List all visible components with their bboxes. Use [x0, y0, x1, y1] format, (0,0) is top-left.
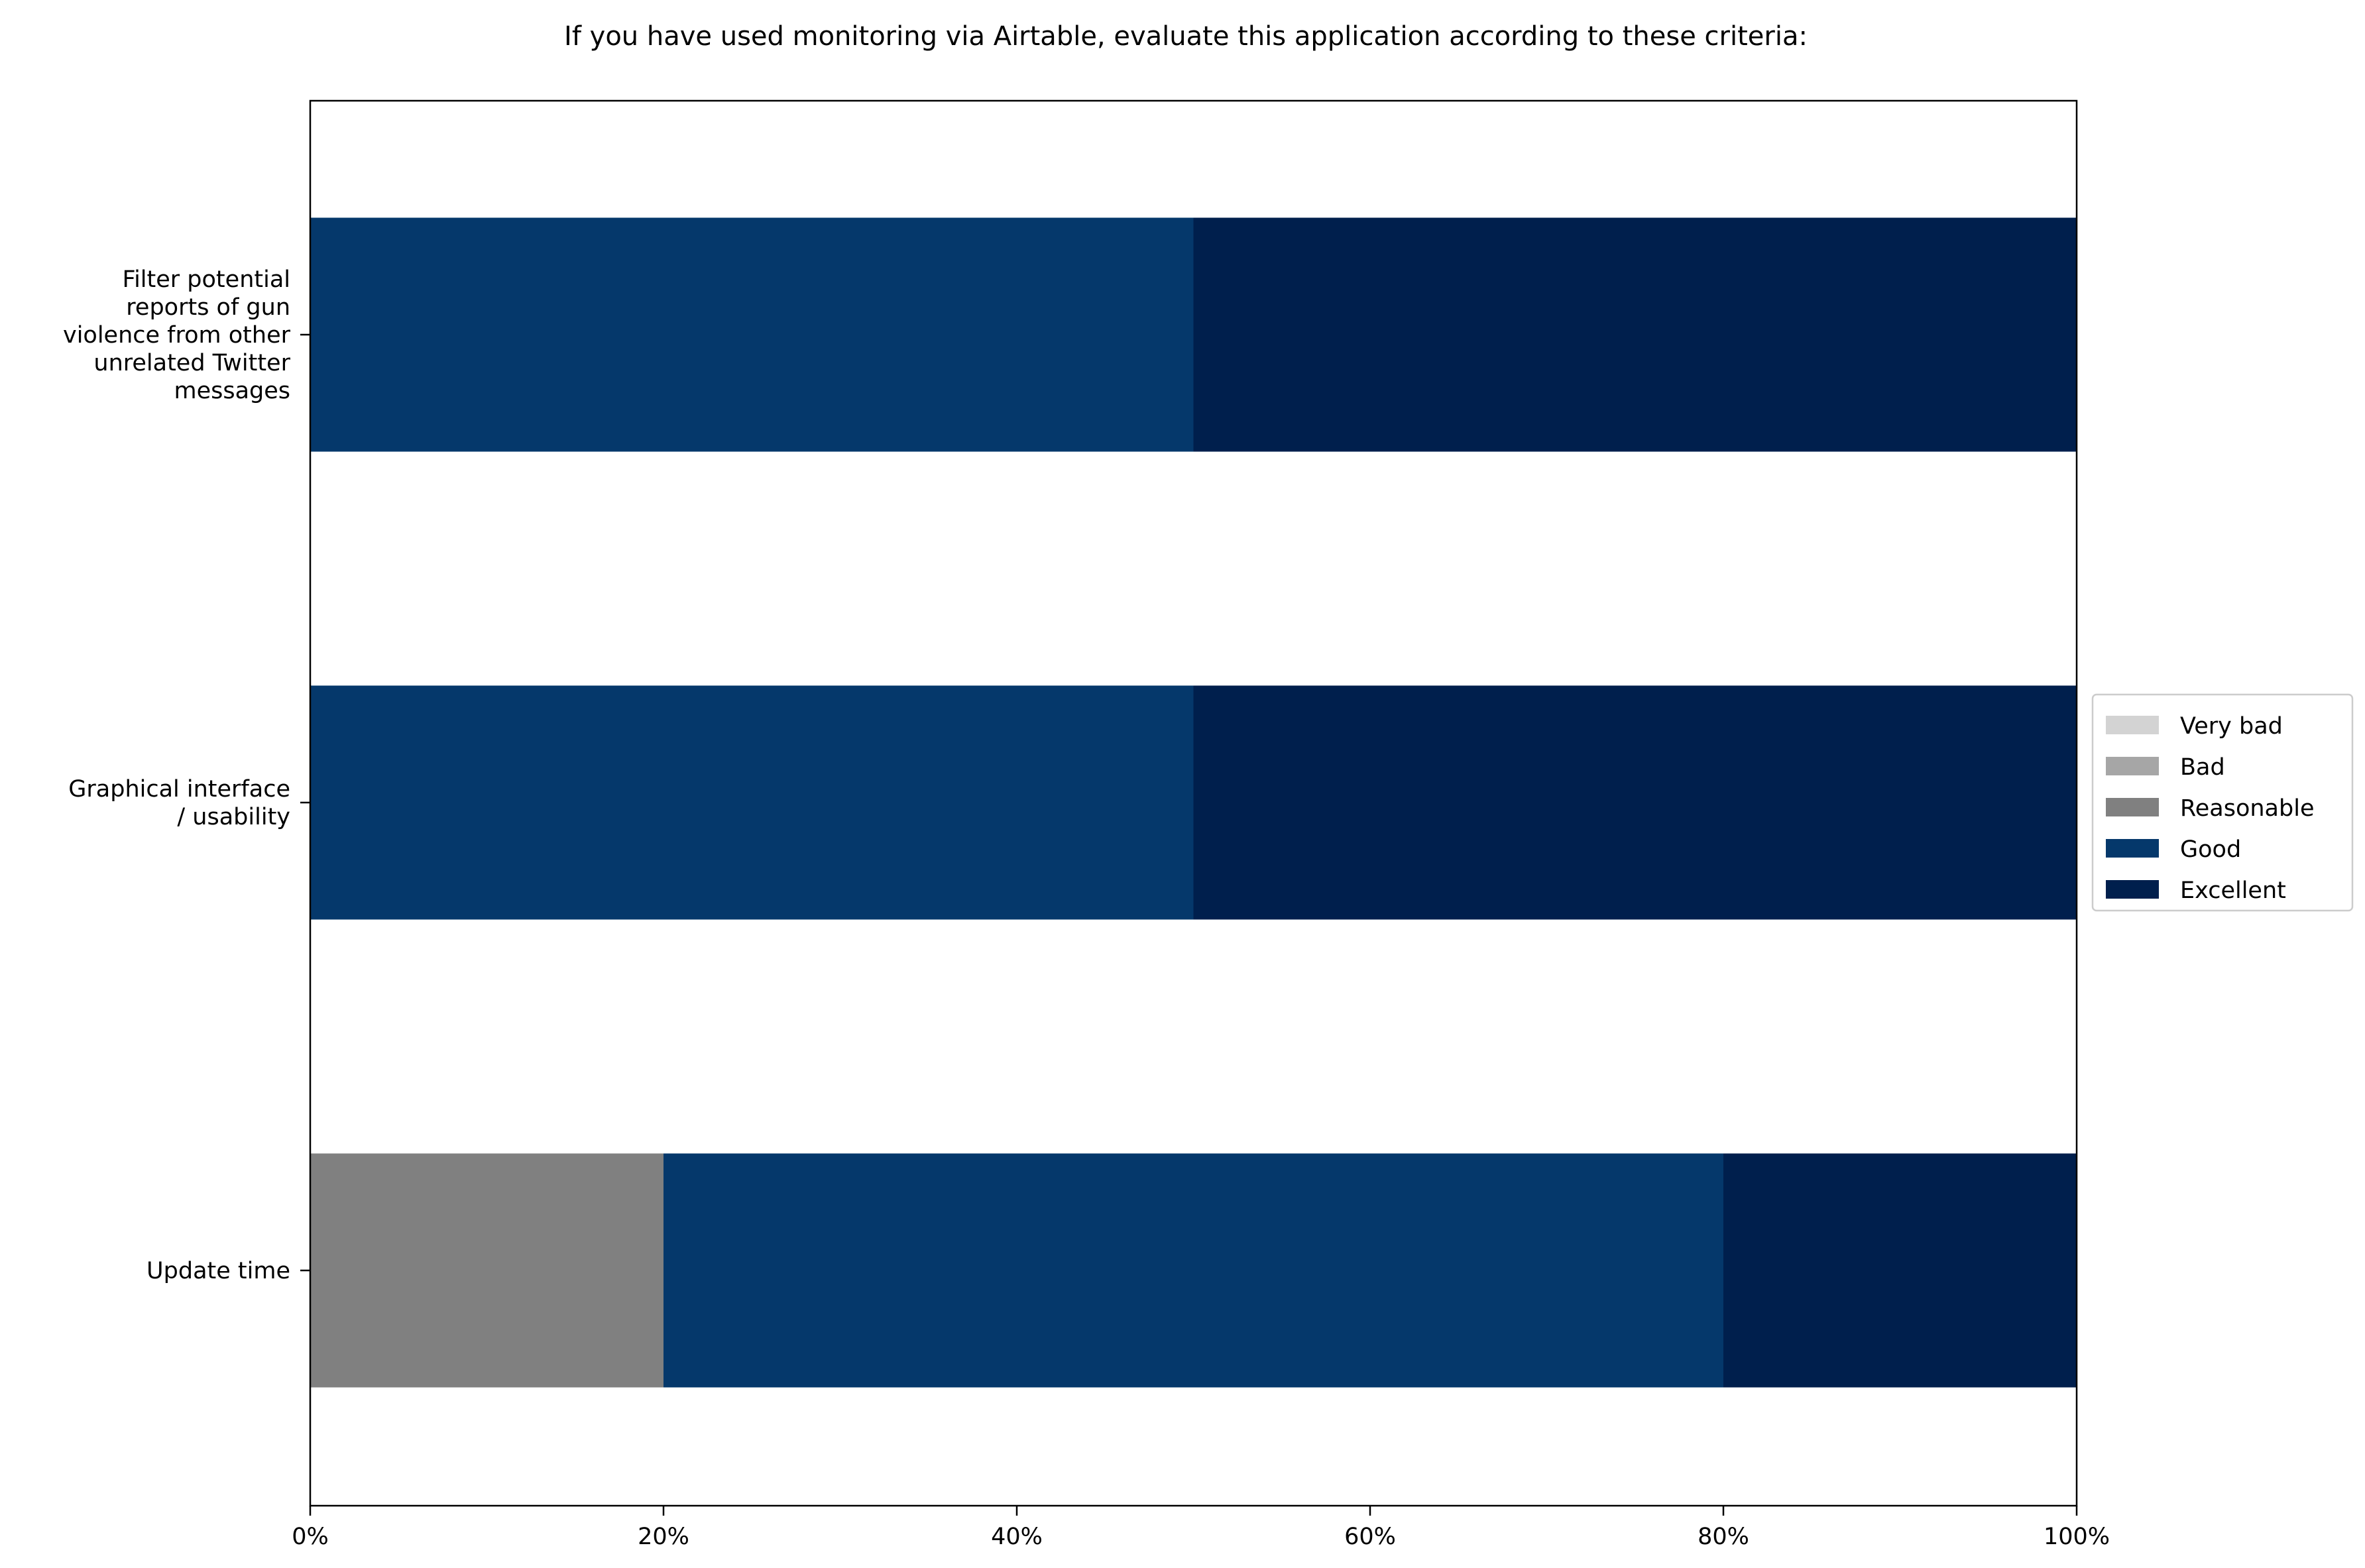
category-label-1: Graphical interface / usability — [68, 776, 290, 830]
legend-label-excellent: Excellent — [2180, 877, 2286, 904]
category-label-0: Filter potential reports of gun violence f… — [63, 266, 291, 404]
x-tick-label: 20% — [638, 1524, 689, 1550]
bar-good-2 — [663, 1153, 1723, 1388]
bars-layer — [310, 217, 2077, 1388]
legend-label-bad: Bad — [2180, 754, 2225, 781]
legend-swatch-reasonable — [2106, 798, 2159, 816]
legend[interactable]: Very bad Bad Reasonable Good Excellent — [2091, 693, 2354, 912]
x-tick-label: 0% — [292, 1524, 329, 1550]
chart-title: If you have used monitoring via Airtable… — [564, 21, 1808, 52]
x-tick-label: 60% — [1344, 1524, 1396, 1550]
legend-label-reasonable: Reasonable — [2180, 795, 2314, 822]
x-tick-label: 40% — [991, 1524, 1043, 1550]
legend-label-very-bad: Very bad — [2180, 713, 2283, 740]
axis-layer: 0% 20% 40% 60% 80% 100% Filter potential report… — [63, 266, 2110, 1550]
bar-excellent-1 — [1193, 685, 2077, 920]
legend-swatch-bad — [2106, 757, 2159, 775]
category-label-2: Update time — [146, 1258, 290, 1284]
x-tick-label: 80% — [1698, 1524, 1749, 1550]
legend-swatch-good — [2106, 839, 2159, 858]
legend-label-good: Good — [2180, 836, 2241, 863]
bar-good-0 — [310, 217, 1194, 452]
bar-excellent-0 — [1193, 217, 2077, 452]
bar-reasonable-2 — [310, 1153, 663, 1388]
x-tick-label: 100% — [2044, 1524, 2110, 1550]
legend-swatch-excellent — [2106, 880, 2159, 899]
bar-excellent-2 — [1723, 1153, 2077, 1388]
bar-good-1 — [310, 685, 1194, 920]
legend-swatch-very-bad — [2106, 716, 2159, 734]
